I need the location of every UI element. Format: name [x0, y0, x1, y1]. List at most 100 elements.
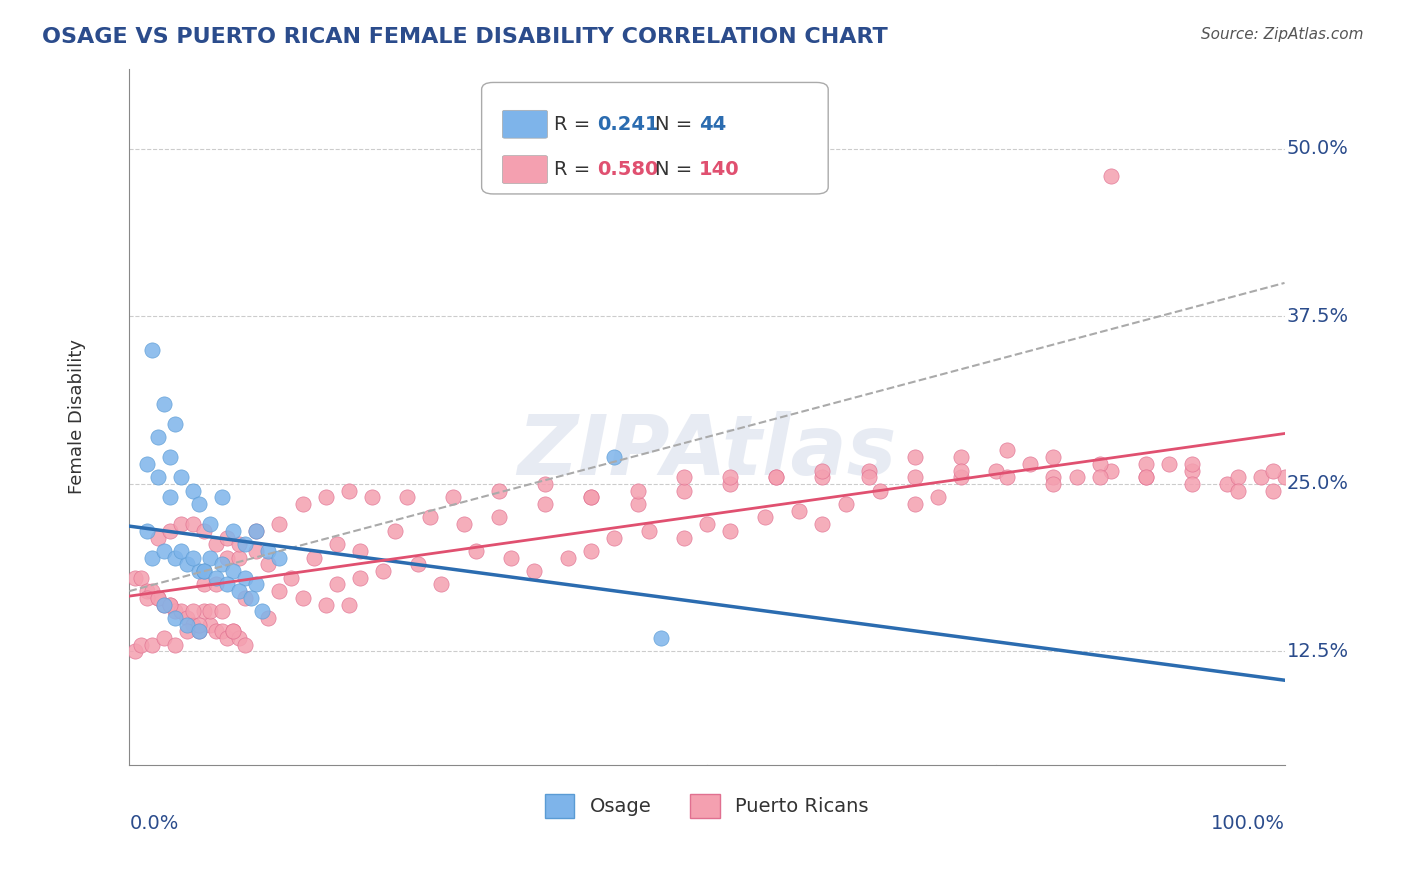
Point	[718, 477, 741, 491]
Point	[789, 504, 811, 518]
Point	[904, 497, 927, 511]
Point	[257, 611, 280, 625]
Point	[233, 638, 256, 652]
Point	[245, 577, 267, 591]
Point	[193, 604, 215, 618]
Point	[349, 571, 371, 585]
Point	[557, 550, 579, 565]
Point	[129, 638, 152, 652]
Point	[165, 604, 187, 618]
Point	[626, 483, 648, 498]
Text: ZIPAtlas: ZIPAtlas	[517, 411, 897, 492]
Point	[170, 544, 193, 558]
Point	[337, 598, 360, 612]
Point	[1157, 457, 1180, 471]
Point	[187, 497, 209, 511]
Text: 140: 140	[699, 160, 740, 179]
Point	[217, 531, 239, 545]
Point	[765, 470, 787, 484]
Point	[228, 631, 250, 645]
Point	[430, 577, 453, 591]
Point	[581, 544, 603, 558]
Point	[205, 577, 228, 591]
Point	[141, 343, 163, 357]
Point	[950, 470, 973, 484]
Point	[1216, 477, 1239, 491]
Point	[205, 571, 228, 585]
Point	[124, 571, 146, 585]
Text: 37.5%: 37.5%	[1286, 307, 1348, 326]
Point	[250, 604, 273, 618]
Point	[291, 591, 314, 605]
Point	[222, 564, 245, 578]
Point	[534, 477, 557, 491]
Point	[696, 517, 718, 532]
Point	[280, 571, 302, 585]
Point	[315, 598, 337, 612]
Point	[581, 491, 603, 505]
Point	[302, 550, 325, 565]
Point	[638, 524, 661, 538]
Point	[257, 544, 280, 558]
Point	[811, 470, 834, 484]
Point	[159, 450, 181, 464]
Point	[672, 531, 695, 545]
Point	[869, 483, 891, 498]
Point	[176, 611, 198, 625]
Point	[193, 524, 215, 538]
Point	[950, 450, 973, 464]
Point	[488, 510, 510, 524]
Point	[811, 517, 834, 532]
Point	[198, 617, 221, 632]
Text: 100.0%: 100.0%	[1211, 814, 1285, 833]
Point	[146, 591, 169, 605]
Point	[228, 550, 250, 565]
Point	[904, 450, 927, 464]
Point	[211, 491, 233, 505]
Point	[1099, 463, 1122, 477]
Point	[193, 577, 215, 591]
Point	[198, 550, 221, 565]
Point	[1099, 169, 1122, 183]
Point	[159, 598, 181, 612]
Point	[523, 564, 546, 578]
Point	[1274, 470, 1296, 484]
Point	[233, 571, 256, 585]
Point	[146, 430, 169, 444]
Legend: Osage, Puerto Ricans: Osage, Puerto Ricans	[537, 786, 876, 825]
Point	[754, 510, 776, 524]
Point	[135, 457, 157, 471]
Point	[950, 463, 973, 477]
Point	[337, 483, 360, 498]
Point	[718, 524, 741, 538]
Point	[165, 417, 187, 431]
Point	[995, 443, 1018, 458]
Point	[1181, 477, 1204, 491]
Point	[159, 524, 181, 538]
Point	[834, 497, 856, 511]
Point	[170, 604, 193, 618]
Point	[205, 624, 228, 639]
Text: 12.5%: 12.5%	[1286, 642, 1348, 661]
Point	[181, 617, 204, 632]
Point	[326, 537, 349, 551]
Text: OSAGE VS PUERTO RICAN FEMALE DISABILITY CORRELATION CHART: OSAGE VS PUERTO RICAN FEMALE DISABILITY …	[42, 27, 889, 46]
Text: 50.0%: 50.0%	[1286, 139, 1348, 159]
Point	[291, 497, 314, 511]
Text: 25.0%: 25.0%	[1286, 475, 1348, 493]
Point	[534, 497, 557, 511]
Point	[176, 558, 198, 572]
Text: R =: R =	[554, 160, 598, 179]
Point	[217, 631, 239, 645]
Point	[811, 463, 834, 477]
Text: 0.0%: 0.0%	[129, 814, 179, 833]
Point	[858, 470, 880, 484]
Point	[315, 491, 337, 505]
Point	[193, 564, 215, 578]
Point	[904, 470, 927, 484]
Point	[499, 550, 522, 565]
Point	[159, 491, 181, 505]
Point	[146, 531, 169, 545]
Point	[198, 604, 221, 618]
Point	[373, 564, 395, 578]
